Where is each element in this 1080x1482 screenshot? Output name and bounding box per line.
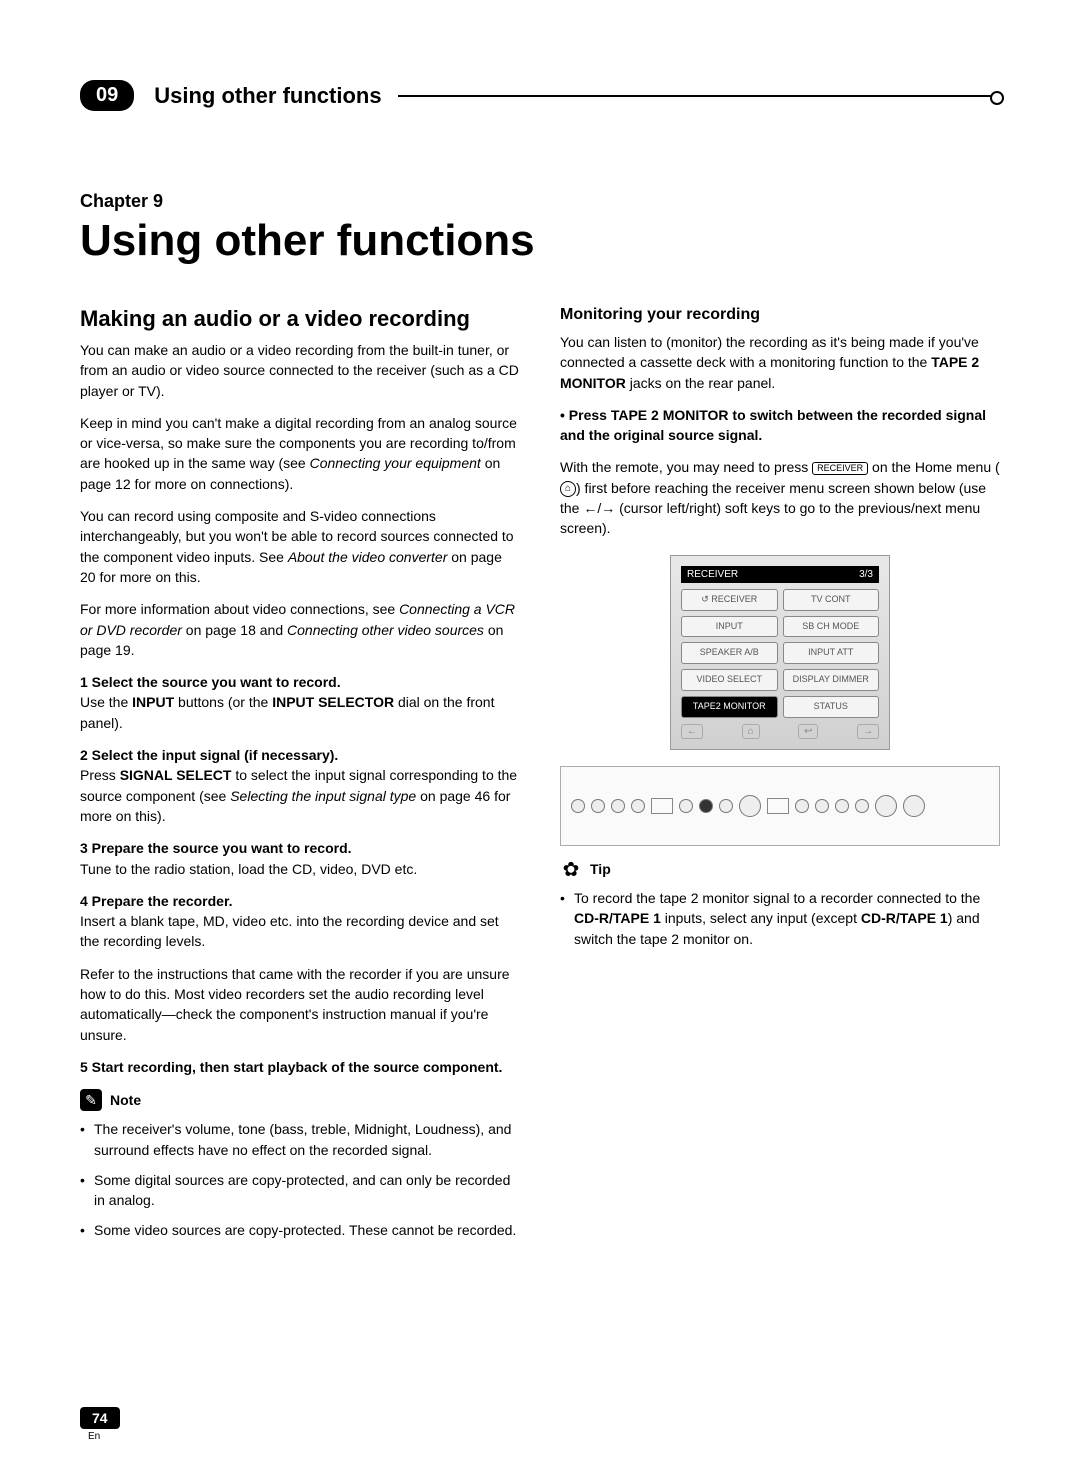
- panel-knob: [679, 799, 693, 813]
- header-title: Using other functions: [154, 83, 381, 109]
- content-columns: Making an audio or a video recording You…: [80, 306, 1000, 1251]
- tip-label: Tip: [590, 861, 611, 877]
- paragraph: You can listen to (monitor) the recordin…: [560, 332, 1000, 393]
- remote-button: DISPLAY DIMMER: [783, 669, 880, 691]
- note-callout: ✎ Note: [80, 1089, 520, 1111]
- right-column: Monitoring your recording You can listen…: [560, 306, 1000, 1251]
- panel-knob: [719, 799, 733, 813]
- step-2: 2 Select the input signal (if necessary)…: [80, 745, 520, 826]
- panel-knob: [855, 799, 869, 813]
- right-arrow-icon: →: [857, 724, 879, 739]
- list-item: Some video sources are copy-protected. T…: [80, 1220, 520, 1240]
- step-3: 3 Prepare the source you want to record.…: [80, 838, 520, 879]
- remote-nav: ← ⌂ ↩ →: [681, 724, 879, 739]
- left-column: Making an audio or a video recording You…: [80, 306, 520, 1251]
- subsection-heading: Monitoring your recording: [560, 306, 1000, 324]
- receiver-button-icon: RECEIVER: [812, 462, 868, 475]
- panel-knob: [795, 799, 809, 813]
- page-title: Using other functions: [80, 216, 1000, 266]
- panel-knob: [611, 799, 625, 813]
- panel-dial: [903, 795, 925, 817]
- panel-knob: [571, 799, 585, 813]
- list-item: Some digital sources are copy-protected,…: [80, 1170, 520, 1211]
- panel-display: [767, 798, 789, 814]
- page-language: En: [88, 1431, 120, 1442]
- home-icon: ⌂: [560, 481, 576, 497]
- remote-header: RECEIVER 3/3: [681, 566, 879, 583]
- home-nav-icon: ⌂: [742, 724, 760, 739]
- tip-callout: ✿ Tip: [560, 858, 1000, 880]
- page-footer: 74 En: [80, 1407, 120, 1442]
- panel-knob-active: [699, 799, 713, 813]
- paragraph: With the remote, you may need to press R…: [560, 457, 1000, 538]
- panel-knob: [815, 799, 829, 813]
- panel-display: [651, 798, 673, 814]
- back-nav-icon: ↩: [798, 724, 818, 739]
- note-icon: ✎: [80, 1089, 102, 1111]
- list-item: The receiver's volume, tone (bass, trebl…: [80, 1119, 520, 1160]
- remote-button: SPEAKER A/B: [681, 642, 778, 664]
- tip-list: To record the tape 2 monitor signal to a…: [560, 888, 1000, 949]
- tip-icon: ✿: [560, 858, 582, 880]
- remote-diagram: RECEIVER 3/3 ↺ RECEIVER TV CONT INPUT SB…: [670, 555, 890, 750]
- panel-dial: [739, 795, 761, 817]
- step-4: 4 Prepare the recorder. Insert a blank t…: [80, 891, 520, 952]
- left-arrow-icon: ←: [681, 724, 703, 739]
- remote-button: SB CH MODE: [783, 616, 880, 638]
- section-heading: Making an audio or a video recording: [80, 306, 520, 332]
- paragraph: • Press TAPE 2 MONITOR to switch between…: [560, 405, 1000, 446]
- remote-button-active: TAPE2 MONITOR: [681, 696, 778, 718]
- note-list: The receiver's volume, tone (bass, trebl…: [80, 1119, 520, 1240]
- remote-button: ↺ RECEIVER: [681, 589, 778, 611]
- remote-button: INPUT ATT: [783, 642, 880, 664]
- list-item: To record the tape 2 monitor signal to a…: [560, 888, 1000, 949]
- panel-dial: [875, 795, 897, 817]
- note-label: Note: [110, 1092, 141, 1108]
- remote-button-grid: ↺ RECEIVER TV CONT INPUT SB CH MODE SPEA…: [681, 589, 879, 718]
- step-5: 5 Start recording, then start playback o…: [80, 1057, 520, 1077]
- remote-button: STATUS: [783, 696, 880, 718]
- page-number-badge: 74: [80, 1407, 120, 1429]
- paragraph: Keep in mind you can't make a digital re…: [80, 413, 520, 494]
- remote-button: VIDEO SELECT: [681, 669, 778, 691]
- header-rule: [398, 95, 1000, 97]
- chapter-label: Chapter 9: [80, 191, 1000, 212]
- chapter-number-badge: 09: [80, 80, 134, 111]
- panel-knob: [835, 799, 849, 813]
- remote-button: TV CONT: [783, 589, 880, 611]
- front-panel-diagram: [560, 766, 1000, 846]
- paragraph: You can record using composite and S-vid…: [80, 506, 520, 587]
- paragraph: Refer to the instructions that came with…: [80, 964, 520, 1045]
- panel-knob: [591, 799, 605, 813]
- step-1: 1 Select the source you want to record. …: [80, 672, 520, 733]
- remote-button: INPUT: [681, 616, 778, 638]
- page-header: 09 Using other functions: [80, 80, 1000, 111]
- panel-knob: [631, 799, 645, 813]
- paragraph: You can make an audio or a video recordi…: [80, 340, 520, 401]
- paragraph: For more information about video connect…: [80, 599, 520, 660]
